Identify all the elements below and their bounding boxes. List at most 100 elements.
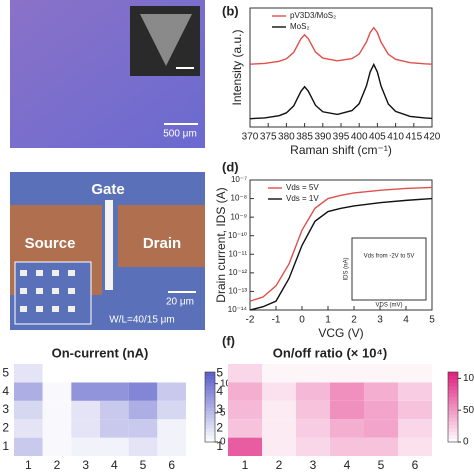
y-tick-label: 10⁻⁷	[231, 175, 247, 184]
heat-cell	[71, 364, 100, 383]
colorbar-step	[205, 421, 215, 425]
series-line	[249, 62, 433, 120]
heat-cell	[71, 419, 100, 438]
heat-cell	[128, 364, 158, 383]
drain-pad	[118, 205, 205, 267]
colorbar-step	[205, 382, 215, 387]
heat-cell	[42, 400, 72, 420]
x-tick-label: 0	[299, 315, 305, 326]
colorbar-step	[205, 438, 215, 443]
chart-title: On-current (nA)	[52, 345, 149, 360]
heat-cell	[262, 382, 296, 401]
heat-cell	[100, 419, 129, 438]
heat-cell	[228, 400, 262, 420]
y-axis-label: Intensity (a.u.)	[230, 29, 244, 105]
colorbar-step	[448, 428, 458, 432]
y-tick-label: 3	[2, 402, 9, 416]
y-tick-label: 10⁻¹⁴	[228, 305, 248, 314]
heat-cell	[364, 419, 398, 438]
x-tick-label: -2	[246, 315, 255, 326]
colorbar-step	[448, 410, 458, 415]
heat-cell	[364, 400, 398, 420]
inset-frame	[351, 237, 427, 301]
heat-cell	[262, 419, 296, 438]
heat-cell	[157, 382, 186, 401]
heat-cell	[228, 419, 262, 438]
series-line	[249, 26, 433, 65]
heat-cell	[364, 382, 398, 401]
x-axis-label: Raman shift (cm⁻¹)	[290, 143, 392, 157]
x-tick-label: 1	[25, 458, 32, 472]
y-tick-label: 1	[2, 439, 9, 453]
heat-cell	[262, 437, 296, 456]
colorbar-step	[205, 379, 215, 383]
x-tick-label: 3	[82, 458, 89, 472]
source-label: Source	[25, 235, 76, 252]
x-tick-label: 5	[140, 458, 147, 472]
colorbar-step	[205, 414, 215, 418]
colorbar-label: 100	[463, 373, 474, 384]
heat-cell	[330, 400, 364, 420]
x-tick-label: 4	[111, 458, 118, 472]
heat-cell	[14, 382, 43, 401]
y-tick-label: 10⁻¹³	[229, 287, 248, 296]
colorbar-step	[205, 410, 215, 415]
colorbar-step	[205, 417, 215, 422]
panel-label: (f)	[222, 333, 235, 348]
gate-label: Gate	[91, 181, 124, 198]
colorbar-step	[205, 428, 215, 432]
legend-label: pV3D3/MoS₂	[290, 11, 336, 20]
colorbar-step	[448, 421, 458, 425]
legend-label: Vds = 1V	[286, 194, 319, 203]
series-line	[249, 197, 433, 311]
colorbar-step	[205, 396, 215, 401]
x-tick-label: 1	[325, 315, 331, 326]
x-tick-label: 410	[387, 132, 404, 143]
colorbar-label: 0	[463, 437, 469, 448]
colorbar-step	[448, 375, 458, 380]
y-tick-label: 4	[2, 384, 9, 398]
heat-cell	[100, 400, 129, 420]
colorbar-step	[205, 435, 215, 439]
heat-cell	[330, 437, 364, 456]
colorbar-step	[205, 389, 215, 394]
y-tick-label: 10⁻¹²	[229, 268, 248, 277]
heat-cell	[398, 382, 432, 401]
legend-label: Vds = 5V	[286, 183, 319, 192]
x-tick-label: 400	[351, 132, 368, 143]
heat-cell	[100, 364, 129, 383]
heat-cell	[14, 437, 43, 456]
x-tick-label: -1	[272, 315, 281, 326]
x-tick-label: 3	[310, 458, 317, 472]
heat-cell	[157, 364, 186, 383]
colorbar-step	[205, 393, 215, 397]
colorbar-step	[448, 403, 458, 408]
heat-cell	[398, 437, 432, 456]
heat-cell	[398, 419, 432, 438]
colorbar-step	[205, 386, 215, 390]
inset-label: Vds from -2V to 5V	[364, 254, 415, 260]
heat-cell	[330, 419, 364, 438]
array-pattern	[20, 270, 75, 312]
heat-cell	[262, 364, 296, 383]
heat-cell	[228, 364, 262, 383]
x-tick-label: 380	[278, 132, 295, 143]
x-tick-label: 4	[344, 458, 351, 472]
colorbar-step	[448, 372, 458, 376]
heat-cell	[128, 419, 158, 438]
colorbar-label: 50	[463, 405, 474, 416]
x-tick-label: 4	[403, 315, 409, 326]
y-tick-label: 2	[2, 421, 9, 435]
x-tick-label: 390	[314, 132, 331, 143]
y-tick-label: 4	[216, 384, 223, 398]
plot-frame	[249, 7, 433, 128]
heat-cell	[14, 364, 43, 383]
colorbar-step	[205, 375, 215, 380]
colorbar-frame	[447, 371, 459, 443]
x-tick-label: 415	[405, 132, 422, 143]
heat-cell	[42, 382, 72, 401]
gate-slit	[105, 200, 113, 290]
x-tick-label: 6	[168, 458, 175, 472]
